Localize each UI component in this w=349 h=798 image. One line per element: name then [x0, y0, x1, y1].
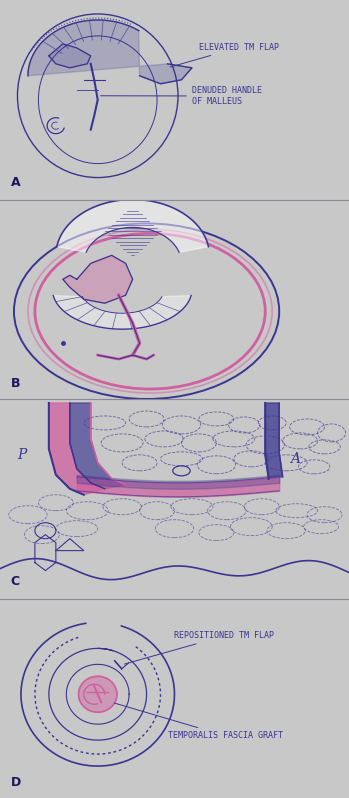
Text: C: C [10, 575, 20, 587]
Polygon shape [49, 403, 105, 495]
Text: B: B [10, 377, 20, 390]
Text: P: P [17, 448, 27, 462]
Polygon shape [28, 20, 192, 84]
Polygon shape [79, 677, 117, 712]
Text: TEMPORALIS FASCIA GRAFT: TEMPORALIS FASCIA GRAFT [114, 703, 283, 741]
Text: DENUDED HANDLE
OF MALLEUS: DENUDED HANDLE OF MALLEUS [101, 86, 262, 106]
Text: A: A [10, 176, 20, 188]
Text: ELEVATED TM FLAP: ELEVATED TM FLAP [170, 43, 279, 67]
Polygon shape [57, 200, 208, 252]
Polygon shape [70, 403, 126, 488]
Polygon shape [53, 295, 191, 329]
Polygon shape [49, 44, 91, 68]
Polygon shape [63, 255, 133, 303]
Polygon shape [265, 403, 283, 479]
Text: REPOSITIONED TM FLAP: REPOSITIONED TM FLAP [124, 631, 275, 664]
Text: D: D [10, 776, 21, 789]
Text: A: A [290, 452, 300, 466]
